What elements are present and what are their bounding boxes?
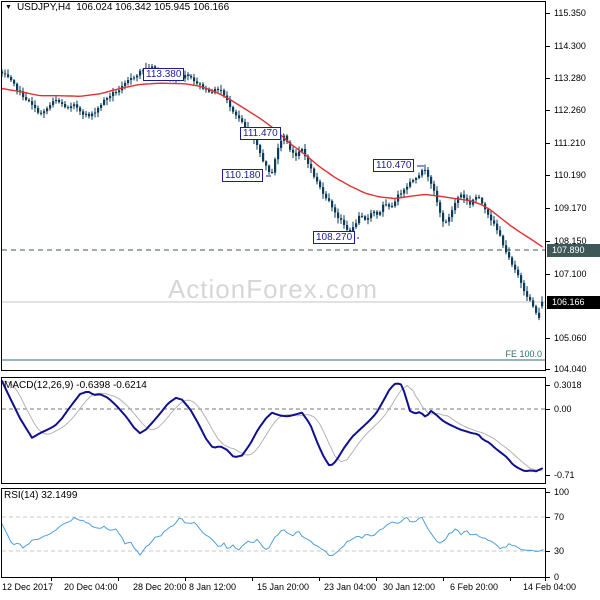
price-axis-label: 112.260 <box>554 105 586 115</box>
price-axis-label: 104.040 <box>554 364 587 374</box>
symbol-dropdown-icon[interactable]: ▼ <box>5 4 12 11</box>
price-axis-label: 110.190 <box>554 170 586 180</box>
rsi-indicator-label: RSI(14) 32.1499 <box>4 490 78 501</box>
price-axis-label: 114.300 <box>554 41 586 51</box>
macd-axis-label: 0.3018 <box>554 380 582 390</box>
time-axis-label: 15 Jan 20:00 <box>257 582 310 592</box>
rsi-axis-label: 30 <box>554 546 565 556</box>
time-axis-label: 8 Jan 12:00 <box>189 582 237 592</box>
price-annotation-box: 110.180 <box>222 169 264 182</box>
fib-extension-label: FE 100.0 <box>505 349 542 359</box>
symbol-timeframe: USDJPY,H4 <box>16 2 71 13</box>
price-badge-current: 106.166 <box>547 296 600 309</box>
price-annotation-box: 108.270 <box>313 231 356 244</box>
time-axis-label: 6 Feb 20:00 <box>450 582 499 592</box>
watermark: ActionForex.com <box>167 274 379 304</box>
macd-indicator-label: MACD(12,26,9) -0.6398 -0.6214 <box>4 380 147 391</box>
chart-title: ▼ USDJPY,H4 106.024 106.342 105.945 106.1… <box>5 2 229 13</box>
price-badge-level: 107.890 <box>547 244 600 257</box>
price-axis-label: 113.280 <box>554 73 586 83</box>
rsi-axis-label: 70 <box>554 512 565 522</box>
price-annotation-box: 111.470 <box>240 127 281 140</box>
price-axis-label: 105.060 <box>554 333 587 343</box>
price-axis-label: 109.170 <box>554 203 587 213</box>
price-axis-label: 107.100 <box>554 269 587 279</box>
ohlc-readout: 106.024 106.342 105.945 106.166 <box>76 2 230 13</box>
time-axis-label: 14 Feb 04:00 <box>523 582 577 592</box>
price-annotation-box: 110.470 <box>373 159 415 172</box>
price-axis-label: 108.150 <box>554 236 587 246</box>
time-axis-label: 23 Jan 04:00 <box>324 582 377 592</box>
time-axis-label: 30 Jan 12:00 <box>383 582 436 592</box>
rsi-axis-label: 0 <box>554 572 560 582</box>
price-axis-label: 115.350 <box>554 8 586 18</box>
rsi-axis-label: 100 <box>554 487 570 497</box>
price-axis-label: 111.210 <box>554 138 586 148</box>
time-axis-label: 12 Dec 2017 <box>2 582 54 592</box>
macd-axis-label: -0.71 <box>554 470 575 480</box>
price-annotation-box: 113.380 <box>143 68 185 81</box>
time-axis-label: 28 Dec 20:00 <box>133 582 187 592</box>
macd-axis-label: 0.00 <box>554 404 572 414</box>
time-axis-label: 20 Dec 04:00 <box>64 582 118 592</box>
